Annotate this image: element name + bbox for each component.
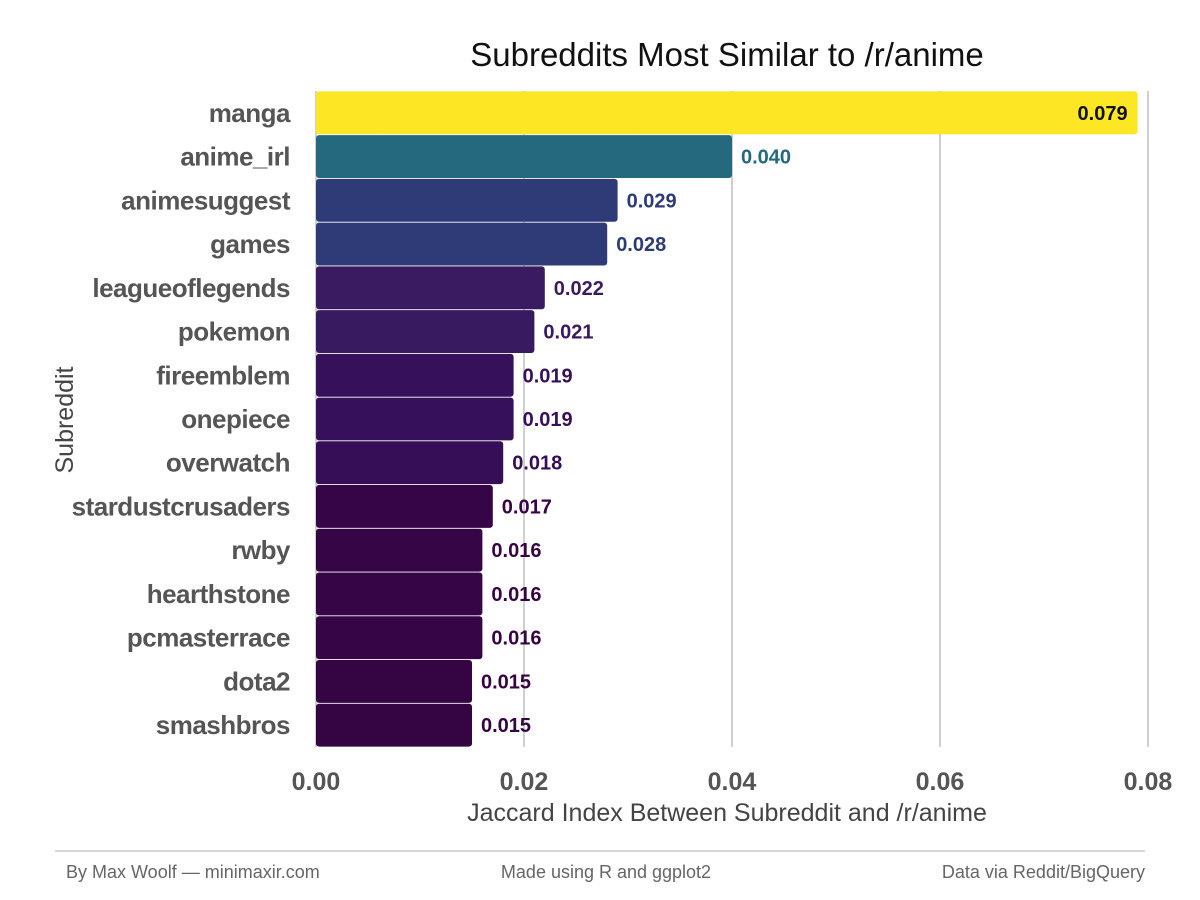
category-label: smashbros <box>156 710 290 740</box>
value-label: 0.019 <box>523 409 573 431</box>
footer-source: Data via Reddit/BigQuery <box>942 862 1145 882</box>
footer-tools: Made using R and ggplot2 <box>501 862 711 882</box>
value-label: 0.015 <box>481 715 531 737</box>
category-label: dota2 <box>223 666 290 696</box>
bar <box>316 572 483 616</box>
value-label: 0.015 <box>481 671 531 693</box>
bar <box>316 397 514 441</box>
value-label: 0.017 <box>502 496 552 518</box>
x-tick-label: 0.02 <box>500 768 549 796</box>
bar <box>316 703 472 747</box>
bar <box>316 178 618 222</box>
category-label: games <box>210 229 290 259</box>
category-label: overwatch <box>166 448 290 478</box>
x-tick-label: 0.08 <box>1124 768 1173 796</box>
category-label: fireemblem <box>156 360 290 390</box>
category-label: leagueoflegends <box>92 273 290 303</box>
bar <box>316 266 545 310</box>
category-label: hearthstone <box>147 579 290 609</box>
value-label: 0.016 <box>491 628 541 650</box>
value-labels: 0.079 0.040 0.029 0.028 0.022 0.021 0.019 0.019… <box>481 103 1128 737</box>
x-tick-labels: 0.00 0.02 0.04 0.06 0.08 <box>292 768 1173 796</box>
value-label: 0.079 <box>1078 103 1128 125</box>
category-label: pcmasterrace <box>127 623 290 653</box>
category-label: animesuggest <box>121 185 291 215</box>
y-axis-label: Subreddit <box>51 366 79 473</box>
bar <box>316 441 504 485</box>
value-label: 0.016 <box>491 540 541 562</box>
value-label: 0.019 <box>523 365 573 387</box>
category-label: pokemon <box>178 317 290 347</box>
bar <box>316 135 732 179</box>
chart-title: Subreddits Most Similar to /r/anime <box>470 36 984 73</box>
x-axis-label: Jaccard Index Between Subreddit and /r/a… <box>467 799 987 827</box>
category-labels: manga anime_irl animesuggest games leagueofl… <box>72 98 292 740</box>
category-label: manga <box>209 98 291 128</box>
value-label: 0.022 <box>554 278 604 300</box>
category-label: anime_irl <box>180 142 290 172</box>
bar <box>316 485 493 528</box>
category-label: onepiece <box>181 404 290 434</box>
category-label: stardustcrusaders <box>72 491 290 521</box>
bar <box>316 659 472 703</box>
bar <box>316 91 1138 135</box>
bars <box>316 91 1138 747</box>
bar <box>316 310 535 353</box>
value-label: 0.028 <box>616 234 666 256</box>
value-label: 0.016 <box>491 584 541 606</box>
value-label: 0.018 <box>512 453 562 475</box>
x-tick-label: 0.06 <box>916 768 965 796</box>
bar <box>316 528 483 572</box>
value-label: 0.029 <box>627 190 677 212</box>
x-tick-label: 0.00 <box>292 768 341 796</box>
bar <box>316 222 608 266</box>
bar <box>316 616 483 660</box>
footer-credit: By Max Woolf — minimaxir.com <box>66 862 320 882</box>
value-label: 0.040 <box>741 147 791 169</box>
value-label: 0.021 <box>543 322 593 344</box>
bar <box>316 353 514 397</box>
x-tick-label: 0.04 <box>708 768 757 796</box>
category-label: rwby <box>231 535 291 565</box>
